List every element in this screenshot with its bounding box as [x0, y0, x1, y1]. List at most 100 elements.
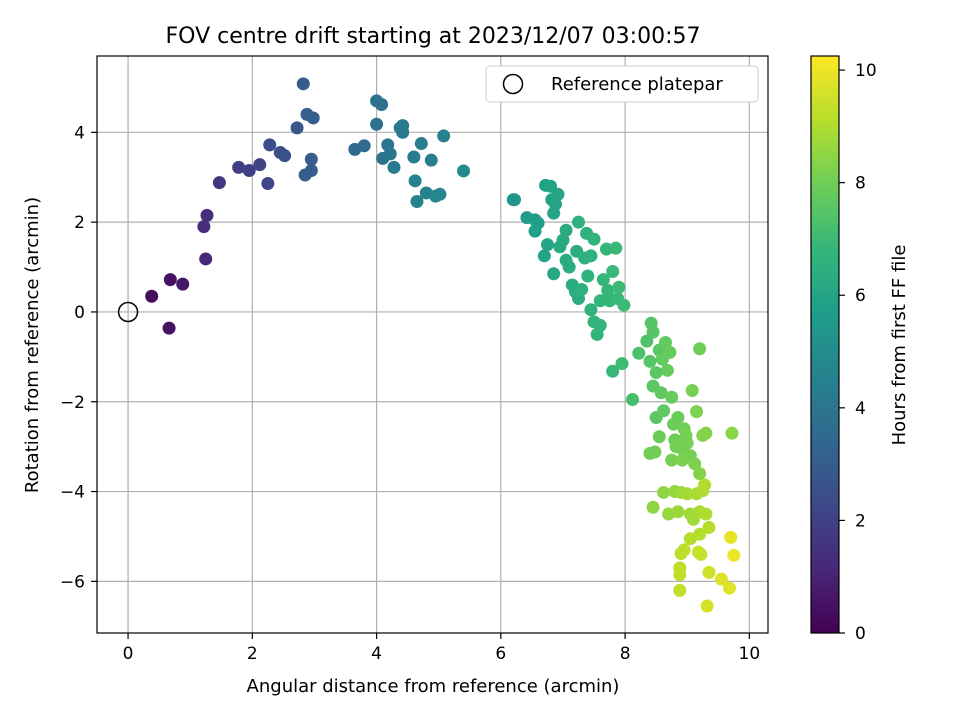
data-point [581, 269, 595, 283]
data-point [660, 363, 674, 377]
x-tick-label: 2 [247, 644, 258, 664]
chart-title: FOV centre drift starting at 2023/12/07 … [166, 24, 701, 49]
x-axis-label: Angular distance from reference (arcmin) [247, 676, 620, 697]
data-point [163, 273, 177, 287]
data-point [559, 223, 573, 237]
y-axis-ticks: 4 2 0 −2 −4 −6 [60, 123, 97, 592]
legend-entry-reference-platepar: Reference platepar [551, 74, 723, 95]
colorbar-tick-label: 8 [855, 174, 866, 194]
data-point [725, 426, 739, 440]
data-point [694, 547, 708, 561]
data-point [643, 354, 657, 368]
x-tick-label: 0 [123, 644, 134, 664]
colorbar-tick-label: 0 [855, 624, 866, 644]
data-point [547, 267, 561, 281]
data-point [680, 436, 694, 450]
data-point [263, 138, 277, 152]
data-point [601, 283, 615, 297]
data-point [584, 249, 598, 263]
data-point [212, 176, 226, 190]
data-point [381, 138, 395, 152]
data-point [665, 453, 679, 467]
data-point [698, 478, 712, 492]
data-point [200, 208, 214, 222]
x-axis-ticks: 0 2 4 6 8 10 [123, 633, 761, 664]
x-tick-label: 10 [739, 644, 761, 664]
y-axis-label: Rotation from reference (arcmin) [22, 197, 43, 493]
data-point [609, 241, 623, 255]
data-point [646, 325, 660, 339]
colorbar-tick-label: 4 [855, 399, 866, 419]
data-point [306, 111, 320, 125]
data-point [724, 530, 738, 544]
data-point [528, 224, 542, 238]
data-point [675, 453, 689, 467]
data-point [690, 405, 704, 419]
data-point [671, 410, 685, 424]
data-point [162, 321, 176, 335]
data-point [253, 158, 267, 172]
data-point [396, 119, 410, 133]
data-point [615, 357, 629, 371]
data-point [290, 121, 304, 135]
data-point [242, 164, 256, 178]
data-point [232, 160, 246, 174]
data-point [657, 404, 671, 418]
data-point [562, 260, 576, 274]
data-point [700, 599, 714, 613]
data-point [665, 390, 679, 404]
data-points [145, 77, 741, 613]
data-point [375, 97, 389, 111]
data-point [626, 393, 640, 407]
data-point [407, 150, 421, 164]
data-point [593, 294, 607, 308]
y-tick-label: 4 [74, 123, 85, 143]
data-point [296, 77, 310, 91]
colorbar-frame [810, 55, 840, 634]
y-tick-label: −6 [60, 572, 85, 592]
data-point [702, 565, 716, 579]
y-tick-label: −4 [60, 483, 85, 503]
colorbar-ticks: 0 2 4 6 8 10 [839, 61, 877, 644]
data-point [387, 160, 401, 174]
data-point [433, 187, 447, 201]
data-point [646, 500, 660, 514]
data-point [261, 177, 275, 191]
data-point [414, 137, 428, 151]
data-point [572, 215, 586, 229]
data-point [727, 548, 741, 562]
colorbar-tick-label: 2 [855, 511, 866, 531]
data-point [685, 384, 699, 398]
data-point [537, 249, 551, 263]
data-point [424, 153, 438, 167]
data-point [714, 572, 728, 586]
x-tick-label: 8 [620, 644, 631, 664]
colorbar [811, 56, 839, 633]
data-point [547, 206, 561, 220]
legend-box [485, 65, 759, 103]
data-point [688, 457, 702, 471]
data-point [437, 129, 451, 143]
data-point [673, 568, 687, 582]
data-point [556, 233, 570, 247]
data-point [702, 520, 716, 534]
data-point [673, 583, 687, 597]
data-point [593, 318, 607, 332]
data-point [722, 581, 736, 595]
x-tick-label: 4 [371, 644, 382, 664]
data-point [304, 152, 318, 166]
data-point [693, 342, 707, 356]
data-point [632, 346, 646, 360]
data-point [599, 242, 613, 256]
data-point [584, 303, 598, 317]
data-point [370, 117, 384, 131]
y-tick-label: 2 [74, 213, 85, 233]
data-point [606, 265, 620, 279]
data-point [145, 289, 159, 303]
colorbar-label: Hours from first FF file [889, 245, 910, 446]
data-point [674, 547, 688, 561]
data-point [596, 273, 610, 287]
data-point [652, 430, 666, 444]
data-point [648, 445, 662, 459]
